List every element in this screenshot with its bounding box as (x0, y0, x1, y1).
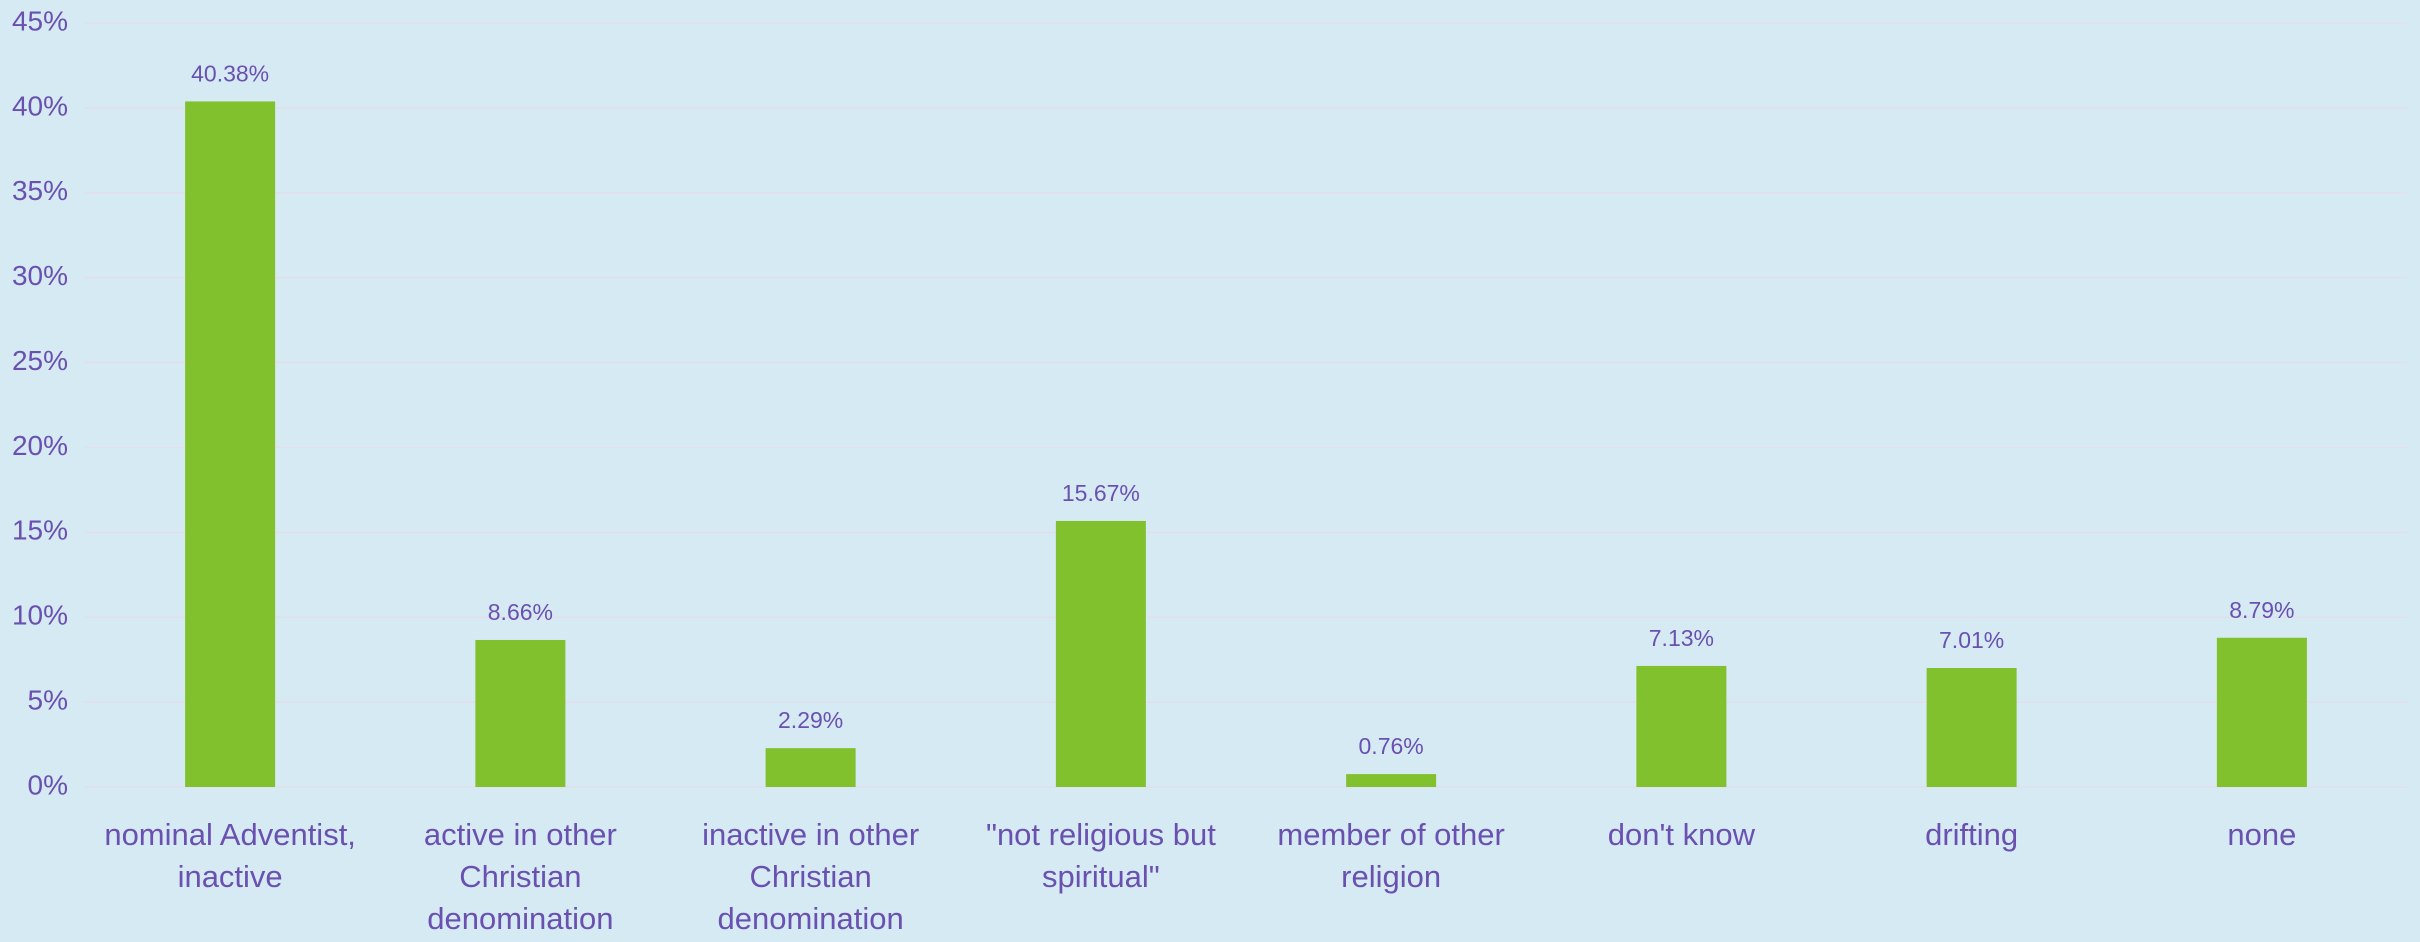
y-tick-label: 0% (28, 769, 68, 800)
value-label: 8.79% (2229, 597, 2294, 623)
bar (1636, 665, 1727, 787)
value-label: 15.67% (1062, 480, 1140, 506)
y-tick-label: 5% (28, 685, 68, 716)
y-tick-label: 40% (12, 90, 68, 121)
x-tick-label: nominal Adventist, inactive (104, 817, 356, 894)
x-tick-label: don't know (1607, 817, 1755, 852)
y-tick-label: 10% (12, 600, 68, 631)
value-label: 7.13% (1649, 625, 1714, 651)
bar (1346, 774, 1437, 787)
x-tick-label: inactive in other Christian denomination (702, 817, 920, 936)
bar (475, 639, 566, 787)
x-tick-label: drifting (1925, 817, 2019, 852)
x-tick-label: member of other religion (1277, 817, 1505, 894)
value-label: 40.38% (191, 61, 269, 87)
y-tick-label: 45% (12, 5, 68, 36)
value-label: 2.29% (778, 707, 843, 733)
x-tick-label: "not religious but spiritual" (985, 817, 1216, 894)
bar (2216, 637, 2307, 787)
bar (765, 748, 856, 787)
bar (1926, 667, 2017, 787)
value-label: 7.01% (1939, 627, 2004, 653)
value-label: 8.66% (488, 599, 553, 625)
value-label: 0.76% (1359, 733, 1424, 759)
bar (185, 101, 276, 788)
bar (1055, 520, 1146, 787)
x-tick-label: active in other Christian denomination (423, 817, 617, 936)
y-tick-label: 25% (12, 345, 68, 376)
x-tick-label: none (2227, 817, 2297, 852)
y-tick-label: 35% (12, 175, 68, 206)
y-tick-label: 20% (12, 430, 68, 461)
y-tick-label: 30% (12, 260, 68, 291)
y-tick-label: 15% (12, 515, 68, 546)
